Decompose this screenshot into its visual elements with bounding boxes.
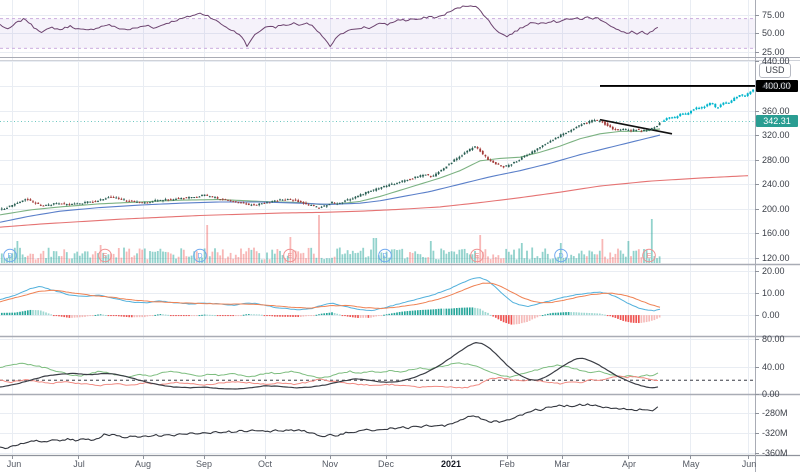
price-axis-label: 200.00 xyxy=(762,203,790,214)
time-axis-label: Oct xyxy=(257,459,272,469)
price-axis-label: 240.00 xyxy=(762,179,790,190)
price-axis-label: 160.00 xyxy=(762,228,790,239)
price-axis-label: 10.00 xyxy=(762,288,785,299)
time-axis-label: May xyxy=(682,459,700,469)
price-axis-label: 50.00 xyxy=(762,28,785,39)
time-axis-label: Feb xyxy=(499,459,515,469)
price-axis-label: 75.00 xyxy=(762,9,785,20)
time-axis-label: Jun xyxy=(6,459,22,469)
price-axis-label: 40.00 xyxy=(762,361,785,372)
time-axis-label: Dec xyxy=(377,459,394,469)
price-axis[interactable]: USD 400.00 342.31 75.00 50.00 25.00 440.00 4… xyxy=(755,0,800,458)
price-axis-label: 400.00 xyxy=(762,80,790,91)
price-axis-label: 440.00 xyxy=(762,56,790,67)
price-axis-label: 320.00 xyxy=(762,130,790,141)
price-axis-label: -360M xyxy=(762,448,788,458)
price-axis-label: -320M xyxy=(762,428,788,438)
last-price-label: 342.31 xyxy=(756,115,798,128)
time-axis-label: Jun xyxy=(741,459,757,469)
price-axis-label: 0.00 xyxy=(762,310,780,321)
time-axis-label: Mar xyxy=(554,459,570,469)
price-axis-label: -280M xyxy=(762,408,788,418)
time-axis-label: Nov xyxy=(321,459,338,469)
price-axis-label: 80.00 xyxy=(762,334,785,345)
price-axis-label: 280.00 xyxy=(762,154,790,165)
time-axis-label: 2021 xyxy=(440,459,462,469)
price-axis-label: 0.00 xyxy=(762,389,780,399)
time-axis-label: Aug xyxy=(134,459,151,469)
time-axis-label: Jul xyxy=(73,459,85,469)
time-axis-label: Sep xyxy=(195,459,212,469)
price-axis-label: 25.00 xyxy=(762,47,785,58)
time-axis[interactable]: Jun Jul Aug Sep Oct Nov Dec 2021 Feb Mar Apr May Jun xyxy=(0,456,800,472)
currency-badge[interactable]: USD xyxy=(759,63,791,78)
price-axis-label: 360.00 xyxy=(762,105,790,116)
time-axis-label: Apr xyxy=(621,459,636,469)
price-axis-label: 20.00 xyxy=(762,266,785,277)
price-axis-label: 120.00 xyxy=(762,252,790,263)
level-price-label: 400.00 xyxy=(756,79,798,92)
